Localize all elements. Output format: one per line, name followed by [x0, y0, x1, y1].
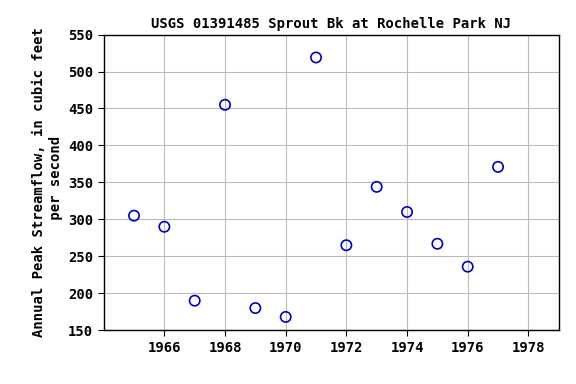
Point: [281, 314, 290, 320]
Point: [190, 298, 199, 304]
Point: [130, 213, 139, 219]
Point: [251, 305, 260, 311]
Point: [221, 102, 230, 108]
Point: [494, 164, 503, 170]
Point: [372, 184, 381, 190]
Title: USGS 01391485 Sprout Bk at Rochelle Park NJ: USGS 01391485 Sprout Bk at Rochelle Park…: [151, 17, 511, 31]
Point: [403, 209, 412, 215]
Point: [433, 241, 442, 247]
Point: [463, 263, 472, 270]
Point: [160, 223, 169, 230]
Point: [342, 242, 351, 248]
Y-axis label: Annual Peak Streamflow, in cubic feet
 per second: Annual Peak Streamflow, in cubic feet pe…: [32, 28, 63, 337]
Point: [312, 55, 321, 61]
